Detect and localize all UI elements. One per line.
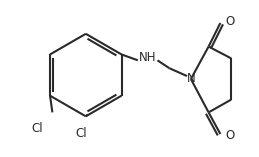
Text: Cl: Cl (32, 122, 44, 135)
Text: O: O (225, 15, 235, 27)
Text: Cl: Cl (75, 127, 87, 140)
Text: O: O (225, 130, 235, 142)
Text: NH: NH (139, 51, 156, 64)
Text: N: N (186, 73, 195, 86)
